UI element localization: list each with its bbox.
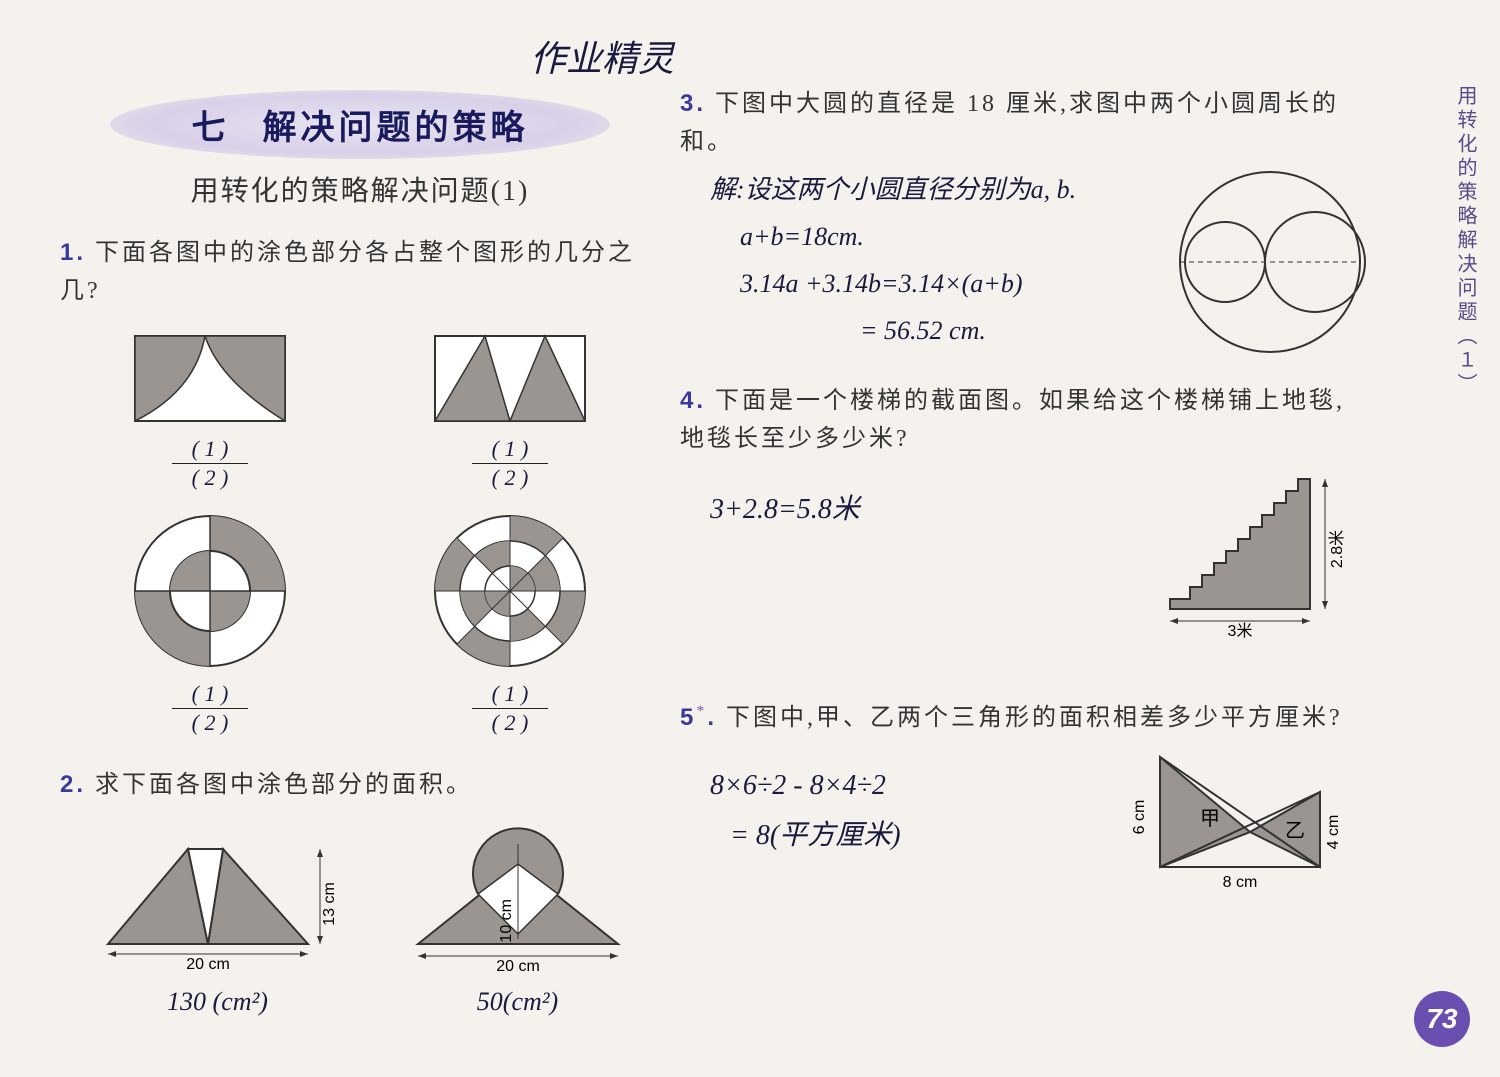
problem-1: 1. 下面各图中的涂色部分各占整个图形的几分之几? ( 1 ) ( 2 ) bbox=[60, 234, 660, 736]
svg-text:2.8米: 2.8米 bbox=[1328, 529, 1346, 567]
problem-3-text: 下图中大圆的直径是 18 厘米,求图中两个小圆周长的和。 bbox=[680, 91, 1339, 155]
problem-4: 4. 下面是一个楼梯的截面图。如果给这个楼梯铺上地毯,地毯长至少多少米? 3+2… bbox=[680, 382, 1370, 639]
chapter-title: 解决问题的策略 bbox=[263, 110, 529, 147]
problem-5-star: * bbox=[696, 703, 707, 720]
page-number-badge: 73 bbox=[1414, 991, 1470, 1047]
problem-4-num: 4. bbox=[680, 387, 706, 414]
side-tab: 用转化的策略解决问题（１） bbox=[1450, 85, 1480, 397]
p1-fig-d: ( 1 ) ( 2 ) bbox=[425, 506, 595, 736]
chapter-header: 七 解决问题的策略 bbox=[110, 90, 610, 159]
p5-figure: 甲 乙 6 cm 4 cm 8 cm bbox=[1120, 737, 1370, 897]
p3-work-1: 解:设这两个小圆直径分别为a, b. bbox=[710, 170, 1170, 209]
svg-text:20 cm: 20 cm bbox=[496, 958, 540, 974]
p2-fig-b: 10 cm 20 cm 50(cm²) bbox=[403, 824, 633, 1029]
p3-work-2: a+b=18cm. bbox=[740, 217, 1170, 256]
svg-text:4 cm: 4 cm bbox=[1325, 815, 1342, 850]
svg-text:8 cm: 8 cm bbox=[1223, 874, 1258, 891]
svg-text:10 cm: 10 cm bbox=[498, 899, 515, 943]
svg-text:13 cm: 13 cm bbox=[321, 882, 338, 926]
problem-1-num: 1. bbox=[60, 239, 86, 266]
svg-text:甲: 甲 bbox=[1200, 808, 1220, 830]
right-column: 3. 下图中大圆的直径是 18 厘米,求图中两个小圆周长的和。 解:设这两个小圆… bbox=[680, 85, 1370, 917]
p4-figure: 3米 2.8米 bbox=[1150, 459, 1370, 639]
problem-4-text: 下面是一个楼梯的截面图。如果给这个楼梯铺上地毯,地毯长至少多少米? bbox=[680, 388, 1345, 452]
worksheet-page: 作业精灵 七 解决问题的策略 用转化的策略解决问题(1) 1. 下面各图中的涂色… bbox=[0, 0, 1500, 1077]
problem-3-num: 3. bbox=[680, 90, 706, 117]
left-column: 七 解决问题的策略 用转化的策略解决问题(1) 1. 下面各图中的涂色部分各占整… bbox=[60, 90, 660, 1049]
svg-text:3米: 3米 bbox=[1228, 622, 1253, 639]
problem-5: 5*. 下图中,甲、乙两个三角形的面积相差多少平方厘米? 8×6÷2 - 8×4… bbox=[680, 699, 1370, 897]
p3-figure bbox=[1170, 162, 1370, 362]
problem-2-num: 2. bbox=[60, 771, 86, 798]
p1-fig-b: ( 1 ) ( 2 ) bbox=[425, 331, 595, 491]
p5-work-1: 8×6÷2 - 8×4÷2 bbox=[710, 765, 1120, 807]
p1-fig-a: ( 1 ) ( 2 ) bbox=[125, 331, 295, 491]
p3-work-4: = 56.52 cm. bbox=[860, 311, 1170, 350]
chapter-number: 七 bbox=[192, 110, 230, 147]
problem-2: 2. 求下面各图中涂色部分的面积。 20 cm bbox=[60, 766, 660, 1029]
p1-fraction-c: ( 1 ) ( 2 ) bbox=[172, 681, 249, 736]
p2-fig-a: 20 cm 13 cm 130 (cm²) bbox=[88, 834, 348, 1029]
p4-work: 3+2.8=5.8米 bbox=[710, 489, 1150, 531]
problem-5-text: 下图中,甲、乙两个三角形的面积相差多少平方厘米? bbox=[726, 705, 1343, 731]
p1-fraction-a: ( 1 ) ( 2 ) bbox=[172, 436, 249, 491]
p2-answer-b: 50(cm²) bbox=[403, 982, 633, 1021]
problem-3: 3. 下图中大圆的直径是 18 厘米,求图中两个小圆周长的和。 解:设这两个小圆… bbox=[680, 85, 1370, 362]
p1-fig-c: ( 1 ) ( 2 ) bbox=[125, 506, 295, 736]
p1-fraction-b: ( 1 ) ( 2 ) bbox=[472, 436, 549, 491]
p1-fraction-d: ( 1 ) ( 2 ) bbox=[472, 681, 549, 736]
p3-work-3: 3.14a +3.14b=3.14×(a+b) bbox=[740, 264, 1170, 303]
svg-text:20 cm: 20 cm bbox=[186, 956, 230, 973]
subtitle: 用转化的策略解决问题(1) bbox=[60, 169, 660, 209]
problem-5-num: 5 bbox=[680, 704, 696, 731]
problem-2-text: 求下面各图中涂色部分的面积。 bbox=[95, 772, 473, 798]
svg-text:乙: 乙 bbox=[1285, 820, 1305, 842]
p5-work-2: = 8(平方厘米) bbox=[730, 815, 1120, 857]
handwritten-title: 作业精灵 bbox=[530, 30, 674, 82]
svg-text:6 cm: 6 cm bbox=[1131, 800, 1148, 835]
p2-answer-a: 130 (cm²) bbox=[88, 982, 348, 1021]
problem-1-text: 下面各图中的涂色部分各占整个图形的几分之几? bbox=[60, 240, 635, 304]
